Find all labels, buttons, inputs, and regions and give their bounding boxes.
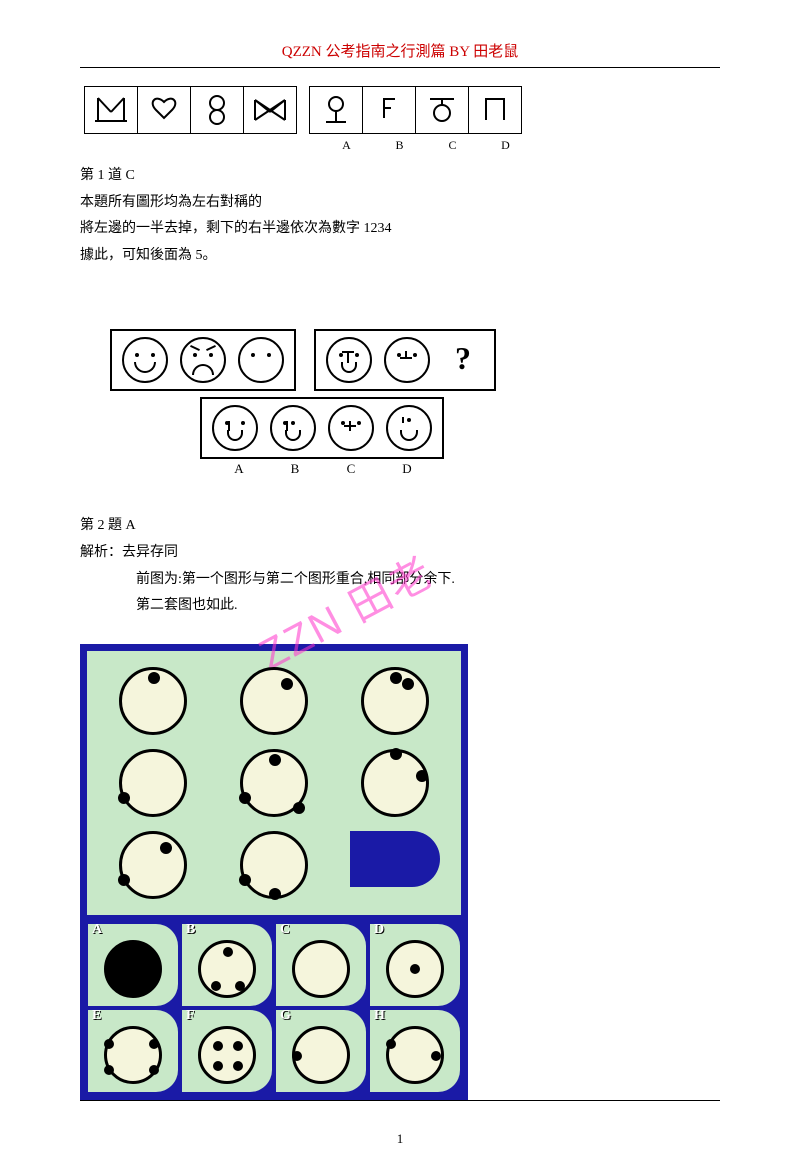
q3-grid [84,648,464,918]
q2-line3: 前图为:第一个图形与第二个图形重合,相同部分余下. [80,567,720,594]
q3-grid-circle [240,667,308,735]
q3-answer-label: F [186,1008,195,1024]
q3-grid-circle [361,749,429,817]
q3-grid-circle [119,831,187,899]
q2-sequence [110,329,296,391]
q1-label-d: D [479,138,532,153]
q3-answer-g: G [276,1010,366,1092]
q2-label-d: D [379,461,435,477]
q1-line4: 據此，可知後面為 5。 [80,243,720,270]
q1-line3: 將左邊的一半去掉，剩下的右半邊依次為數字 1234 [80,216,720,243]
q3-answer-circle [386,1026,444,1084]
q3-answer-label: D [374,922,384,938]
q3-answer-circle [292,940,350,998]
q3-answer-label: E [92,1008,101,1024]
q1-label-b: B [373,138,426,153]
q3-answer-b: B [182,924,272,1006]
q2-option-labels: A B C D [211,461,720,477]
q3-answer-a: A [88,924,178,1006]
q1-sequence [84,86,297,134]
q2-line1: 第 2 題 A [80,513,720,540]
q3-answer-label: G [280,1008,291,1024]
q3-answer-d: D [370,924,460,1006]
q1-figure [84,86,720,134]
q3-grid-circle [119,749,187,817]
page-number: 1 [80,1131,720,1147]
q1-line2: 本題所有圖形均為左右對稱的 [80,190,720,217]
q2-line2: 解析：去异存同 [80,540,720,567]
q3-answer-circle [198,940,256,998]
q3-blank-slot [350,831,440,887]
q2-line4: 第二套图也如此. [80,593,720,620]
q3-answer-label: B [186,922,195,938]
q2-options [200,397,444,459]
page-header-title: QZZN 公考指南之行測篇 BY 田老鼠 [80,40,720,61]
q2-explanation: 第 2 題 A 解析：去异存同 前图为:第一个图形与第二个图形重合,相同部分余下… [80,513,720,619]
q3-answers: A B C D E F G H [84,918,464,1096]
question-mark: ? [442,337,484,383]
q3-answer-circle [104,1026,162,1084]
q3-answer-circle [386,940,444,998]
q1-line1: 第 1 道 C [80,163,720,190]
q3-answer-c: C [276,924,366,1006]
q3-answer-e: E [88,1010,178,1092]
q3-answer-f: F [182,1010,272,1092]
header-rule [80,67,720,68]
footer-rule [80,1100,720,1101]
q2-label-c: C [323,461,379,477]
q3-grid-circle [361,667,429,735]
q1-option-labels: A B C D [320,138,720,153]
q1-explanation: 第 1 道 C 本題所有圖形均為左右對稱的 將左邊的一半去掉，剩下的右半邊依次為… [80,163,720,269]
q3-answer-label: C [280,922,290,938]
q3-answer-label: H [374,1008,385,1024]
q3-grid-circle [240,831,308,899]
q3-answer-circle [198,1026,256,1084]
q1-label-a: A [320,138,373,153]
q3-answer-label: A [92,922,102,938]
q2-label-a: A [211,461,267,477]
q2-label-b: B [267,461,323,477]
q3-answer-circle [104,940,162,998]
q3-figure: A B C D E F G H [80,644,468,1100]
q2-prompt: ? [314,329,496,391]
q3-answer-circle [292,1026,350,1084]
q2-figure: ? A B C D [110,329,720,477]
q1-label-c: C [426,138,479,153]
q3-grid-circle [240,749,308,817]
q3-answer-h: H [370,1010,460,1092]
q1-options [309,86,522,134]
q3-grid-circle [119,667,187,735]
